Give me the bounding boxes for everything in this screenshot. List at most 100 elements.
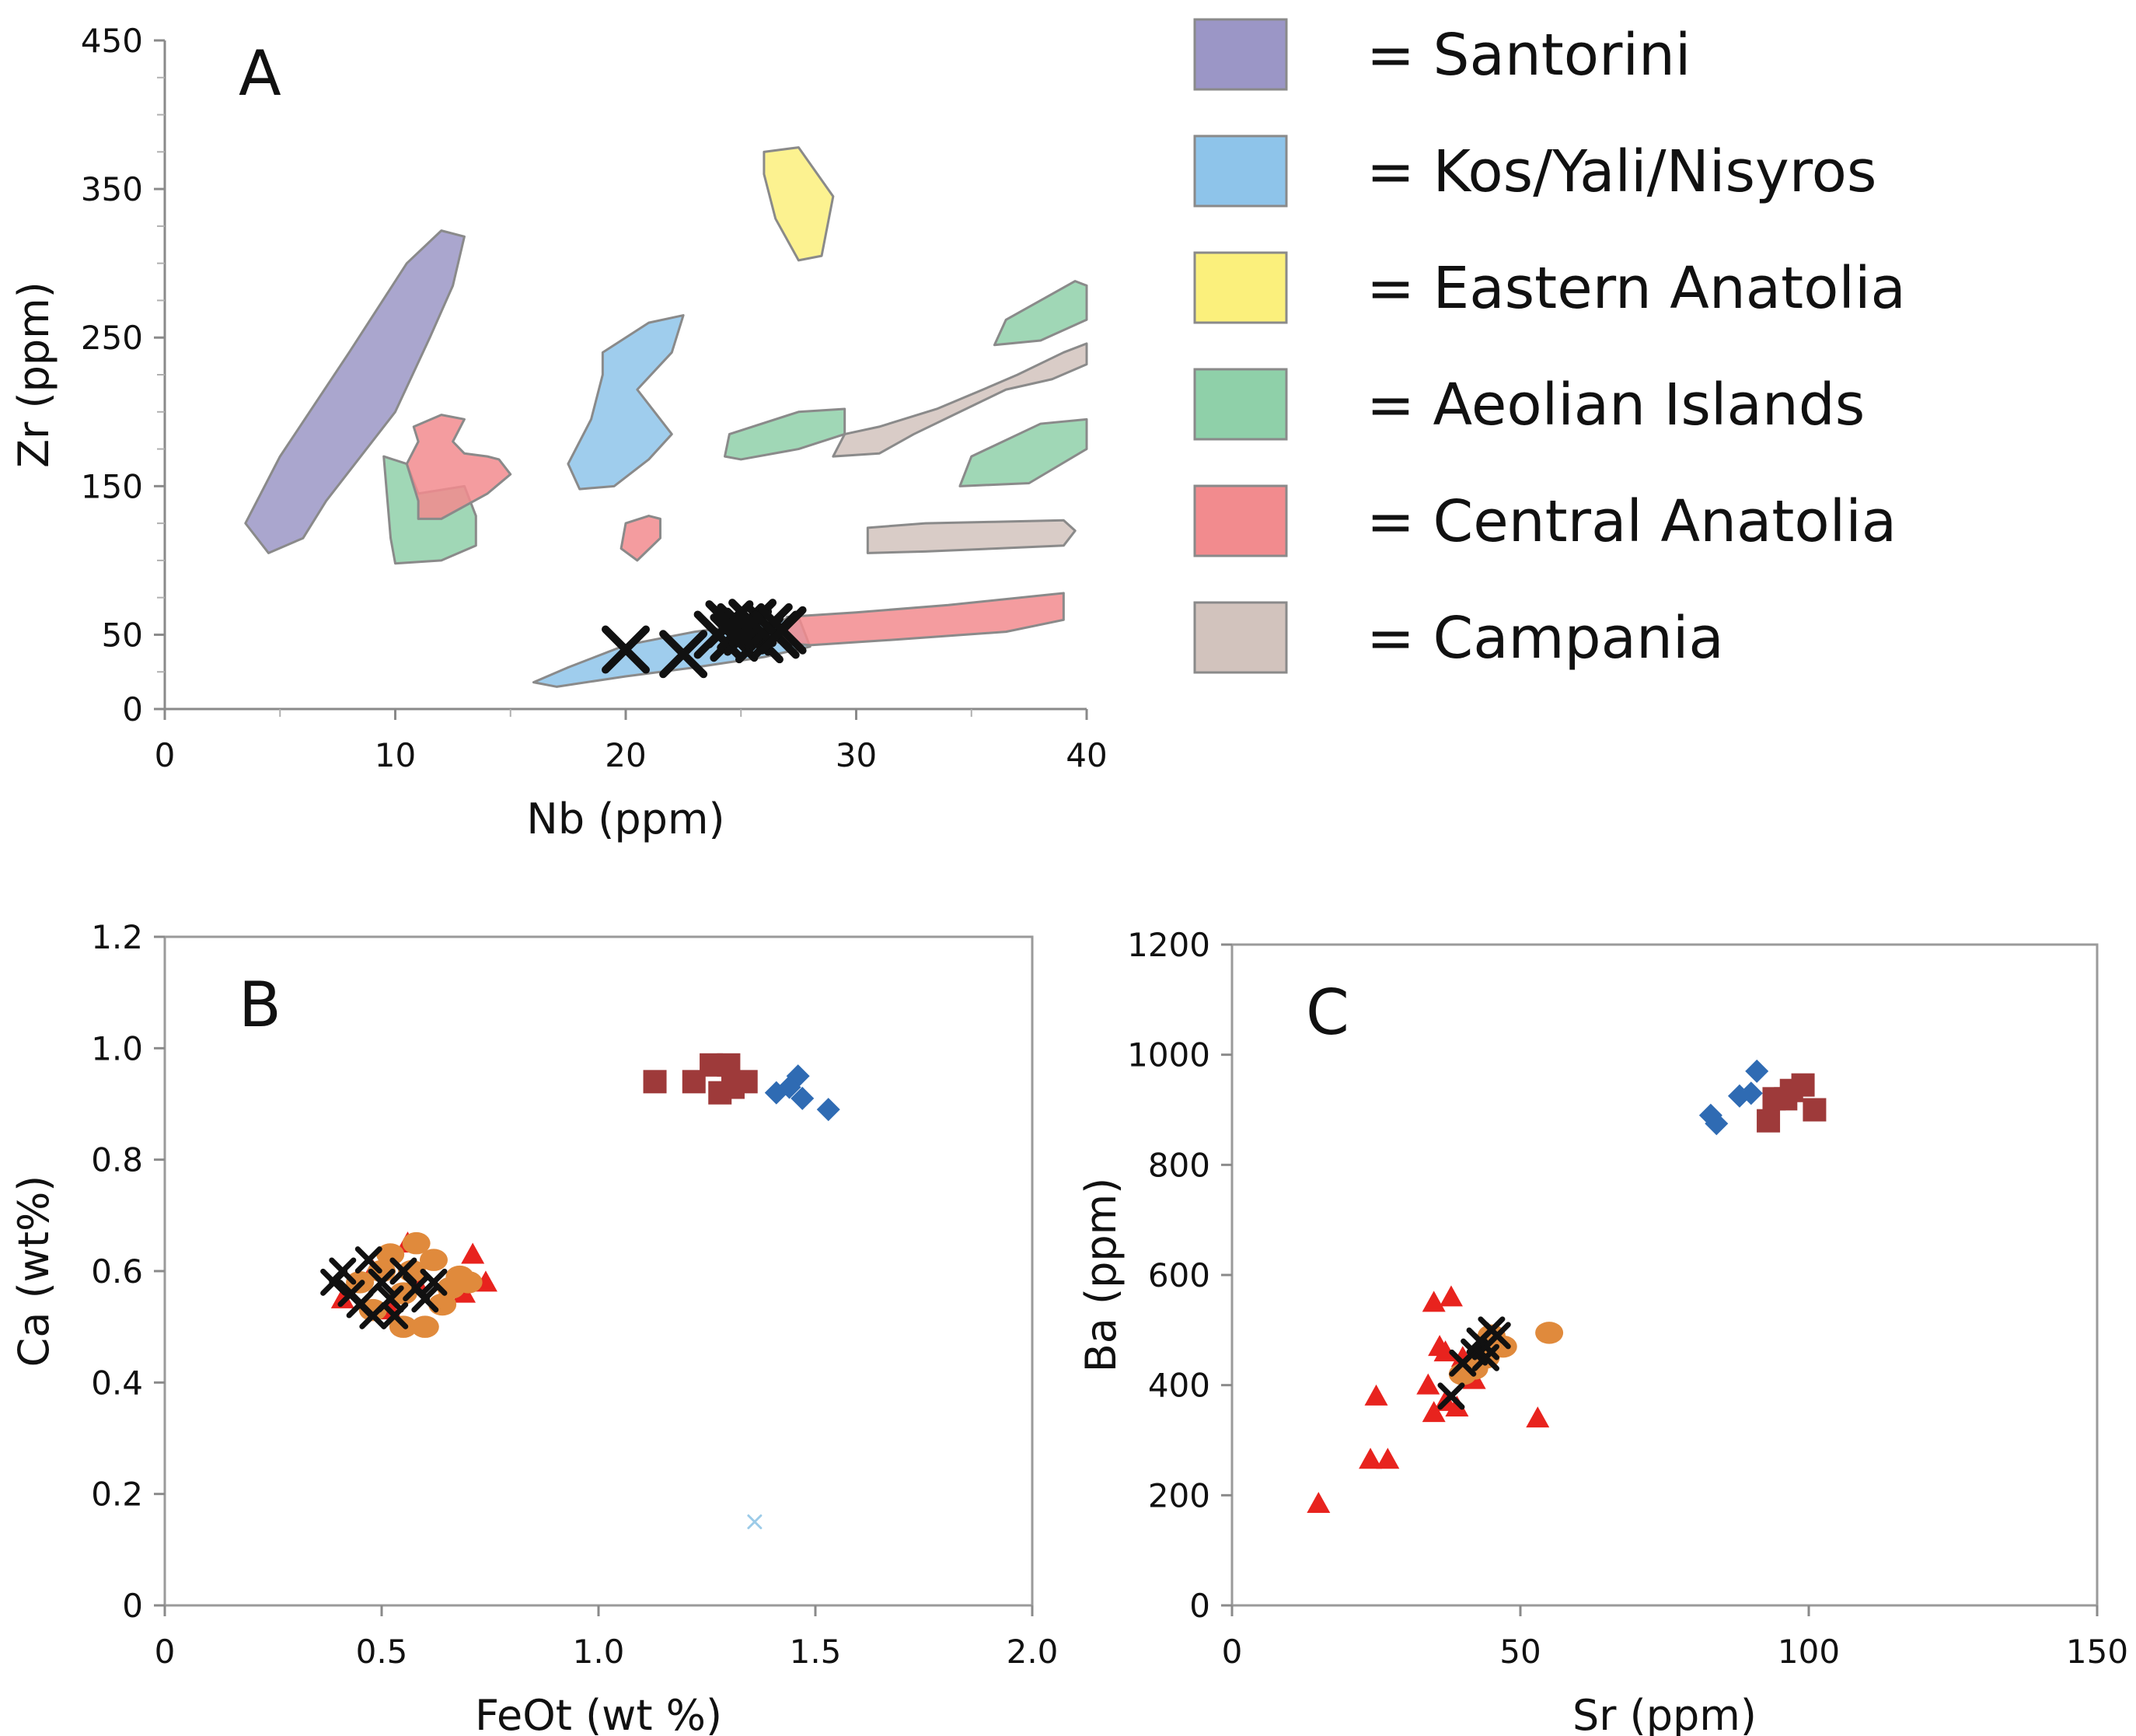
point-squares: [1803, 1098, 1827, 1122]
point-crosses: [420, 1268, 448, 1296]
legend-swatch-eastern-anatolia: [1193, 251, 1288, 324]
field-central-anatolia: [620, 515, 661, 562]
legend-swatch-aeolian-islands: [1193, 368, 1288, 441]
point-circles: [419, 1249, 448, 1271]
field-campania: [866, 519, 1077, 554]
point-triangles: [1359, 1448, 1383, 1469]
panel-label: C: [1306, 976, 1349, 1049]
y-axis-title: Ca (wt%): [9, 1175, 58, 1367]
field-aeolian-islands: [993, 280, 1088, 347]
field-campania: [832, 342, 1088, 458]
y-tick-label: 200: [1148, 1476, 1210, 1514]
x-tick-label: 10: [375, 736, 416, 774]
point-diamonds: [1705, 1112, 1729, 1136]
sample-point: [758, 606, 807, 655]
legend-label-central-anatolia: = Central Anatolia: [1366, 488, 1897, 555]
point-triangles: [1307, 1491, 1331, 1513]
point-circles: [358, 1298, 387, 1322]
point-crosses: [411, 1285, 439, 1313]
legend-label-aeolian-islands: = Aeolian Islands: [1366, 372, 1865, 438]
y-tick-label: 250: [81, 319, 143, 357]
point-crosses: [1437, 1382, 1465, 1410]
sample-point: [602, 625, 650, 674]
point-circles: [389, 1282, 417, 1305]
plot-frame: [1230, 943, 2099, 1607]
panel-b-ca-vs-feot: 0 0.5 1.0 1.5 2.0 0 0.2 0.4 0.6 0.8 1.0 1.2 FeOt (wt…: [9, 918, 1058, 1736]
field-santorini: [244, 229, 466, 554]
point-squares: [1779, 1078, 1803, 1102]
y-tick-label: 400: [1148, 1367, 1210, 1405]
y-tick-label: 1200: [1127, 926, 1210, 964]
point-diamonds: [777, 1075, 801, 1099]
panel-label: A: [239, 37, 281, 110]
point-triangles: [1526, 1406, 1550, 1428]
y-tick-label: 800: [1148, 1146, 1210, 1184]
y-tick-label: 0: [1189, 1587, 1210, 1625]
point-crosses: [1471, 1343, 1499, 1371]
point-squares: [1757, 1109, 1781, 1133]
x-tick-label: 30: [836, 736, 877, 774]
point-triangles: [1364, 1384, 1388, 1406]
legend-swatch-central-anatolia: [1193, 484, 1288, 557]
x-axis-title: Sr (ppm): [1572, 1691, 1757, 1736]
point-diamonds: [786, 1064, 810, 1088]
x-tick-label: 0: [155, 736, 176, 774]
panel-label: B: [239, 969, 281, 1041]
x-tick-label: 150: [2066, 1633, 2128, 1671]
point-circles: [454, 1271, 483, 1294]
point-triangles: [1439, 1285, 1463, 1307]
x-tick-label: 2.0: [1007, 1633, 1059, 1671]
point-crosses: [354, 1246, 382, 1274]
legend-label-campania: = Campania: [1366, 605, 1724, 672]
field-aeolian-islands: [723, 407, 846, 461]
point-triangles: [1376, 1448, 1400, 1469]
point-circles: [376, 1243, 405, 1266]
y-tick-label: 0.2: [91, 1476, 143, 1514]
legend: = Santorini = Kos/Yali/Nisyros = Eastern A…: [1193, 18, 1906, 674]
point-crosses: [329, 1257, 357, 1285]
y-tick-label: 1.0: [91, 1029, 143, 1067]
x-tick-label: 40: [1066, 736, 1107, 774]
point-squares: [643, 1070, 667, 1094]
x-axis-title: FeOt (wt %): [475, 1691, 722, 1736]
point-triangles: [1433, 1340, 1457, 1362]
point-crosses: [1483, 1322, 1511, 1350]
field-eastern-anatolia: [763, 146, 835, 262]
y-tick-label: 350: [81, 170, 143, 208]
point-squares: [708, 1081, 732, 1105]
x-tick-label: 20: [605, 736, 646, 774]
x-tick-label: 50: [1499, 1633, 1541, 1671]
point-triangles: [1422, 1291, 1446, 1312]
y-tick-label: 600: [1148, 1256, 1210, 1294]
point-triangles: [1416, 1373, 1440, 1395]
x-tick-label: 1.0: [573, 1633, 625, 1671]
y-tick-label: 0: [122, 690, 143, 728]
x-tick-label: 0: [1222, 1633, 1243, 1671]
point-triangles: [330, 1287, 354, 1308]
point-diamonds: [1739, 1081, 1763, 1106]
y-tick-label: 450: [81, 22, 143, 60]
y-tick-label: 0: [122, 1587, 143, 1625]
sample-point: [659, 630, 708, 679]
field-aeolian-islands: [958, 417, 1088, 487]
y-axis-title: Ba (ppm): [1077, 1178, 1126, 1373]
legend-swatch-kos-yali-nisyros: [1193, 134, 1288, 208]
point-diamonds: [816, 1098, 840, 1122]
point-crosses: [368, 1268, 396, 1296]
point-crosses: [346, 1291, 374, 1319]
y-tick-label: 1000: [1127, 1036, 1210, 1074]
panel-c-ba-vs-sr: 0 50 100 150 0 200 400 600 800 1000 1200 Sr (ppm) Ba…: [1077, 926, 2128, 1736]
legend-label-eastern-anatolia: = Eastern Anatolia: [1366, 255, 1906, 322]
point-circles: [410, 1315, 439, 1338]
point-diamonds: [1745, 1059, 1769, 1083]
panel-a-zr-vs-nb: 0 10 20 30 40 0 50 150 250 350 450 Nb (ppm) Zr (ppm)…: [9, 22, 1108, 844]
legend-swatch-campania: [1193, 601, 1288, 674]
sample-point: [705, 600, 754, 649]
y-tick-label: 150: [81, 467, 143, 505]
point-crosses: [381, 1301, 409, 1329]
y-axis-title: Zr (ppm): [9, 281, 58, 468]
point-outlier: [747, 1514, 763, 1529]
point-triangles: [461, 1242, 485, 1264]
point-squares: [734, 1070, 758, 1094]
